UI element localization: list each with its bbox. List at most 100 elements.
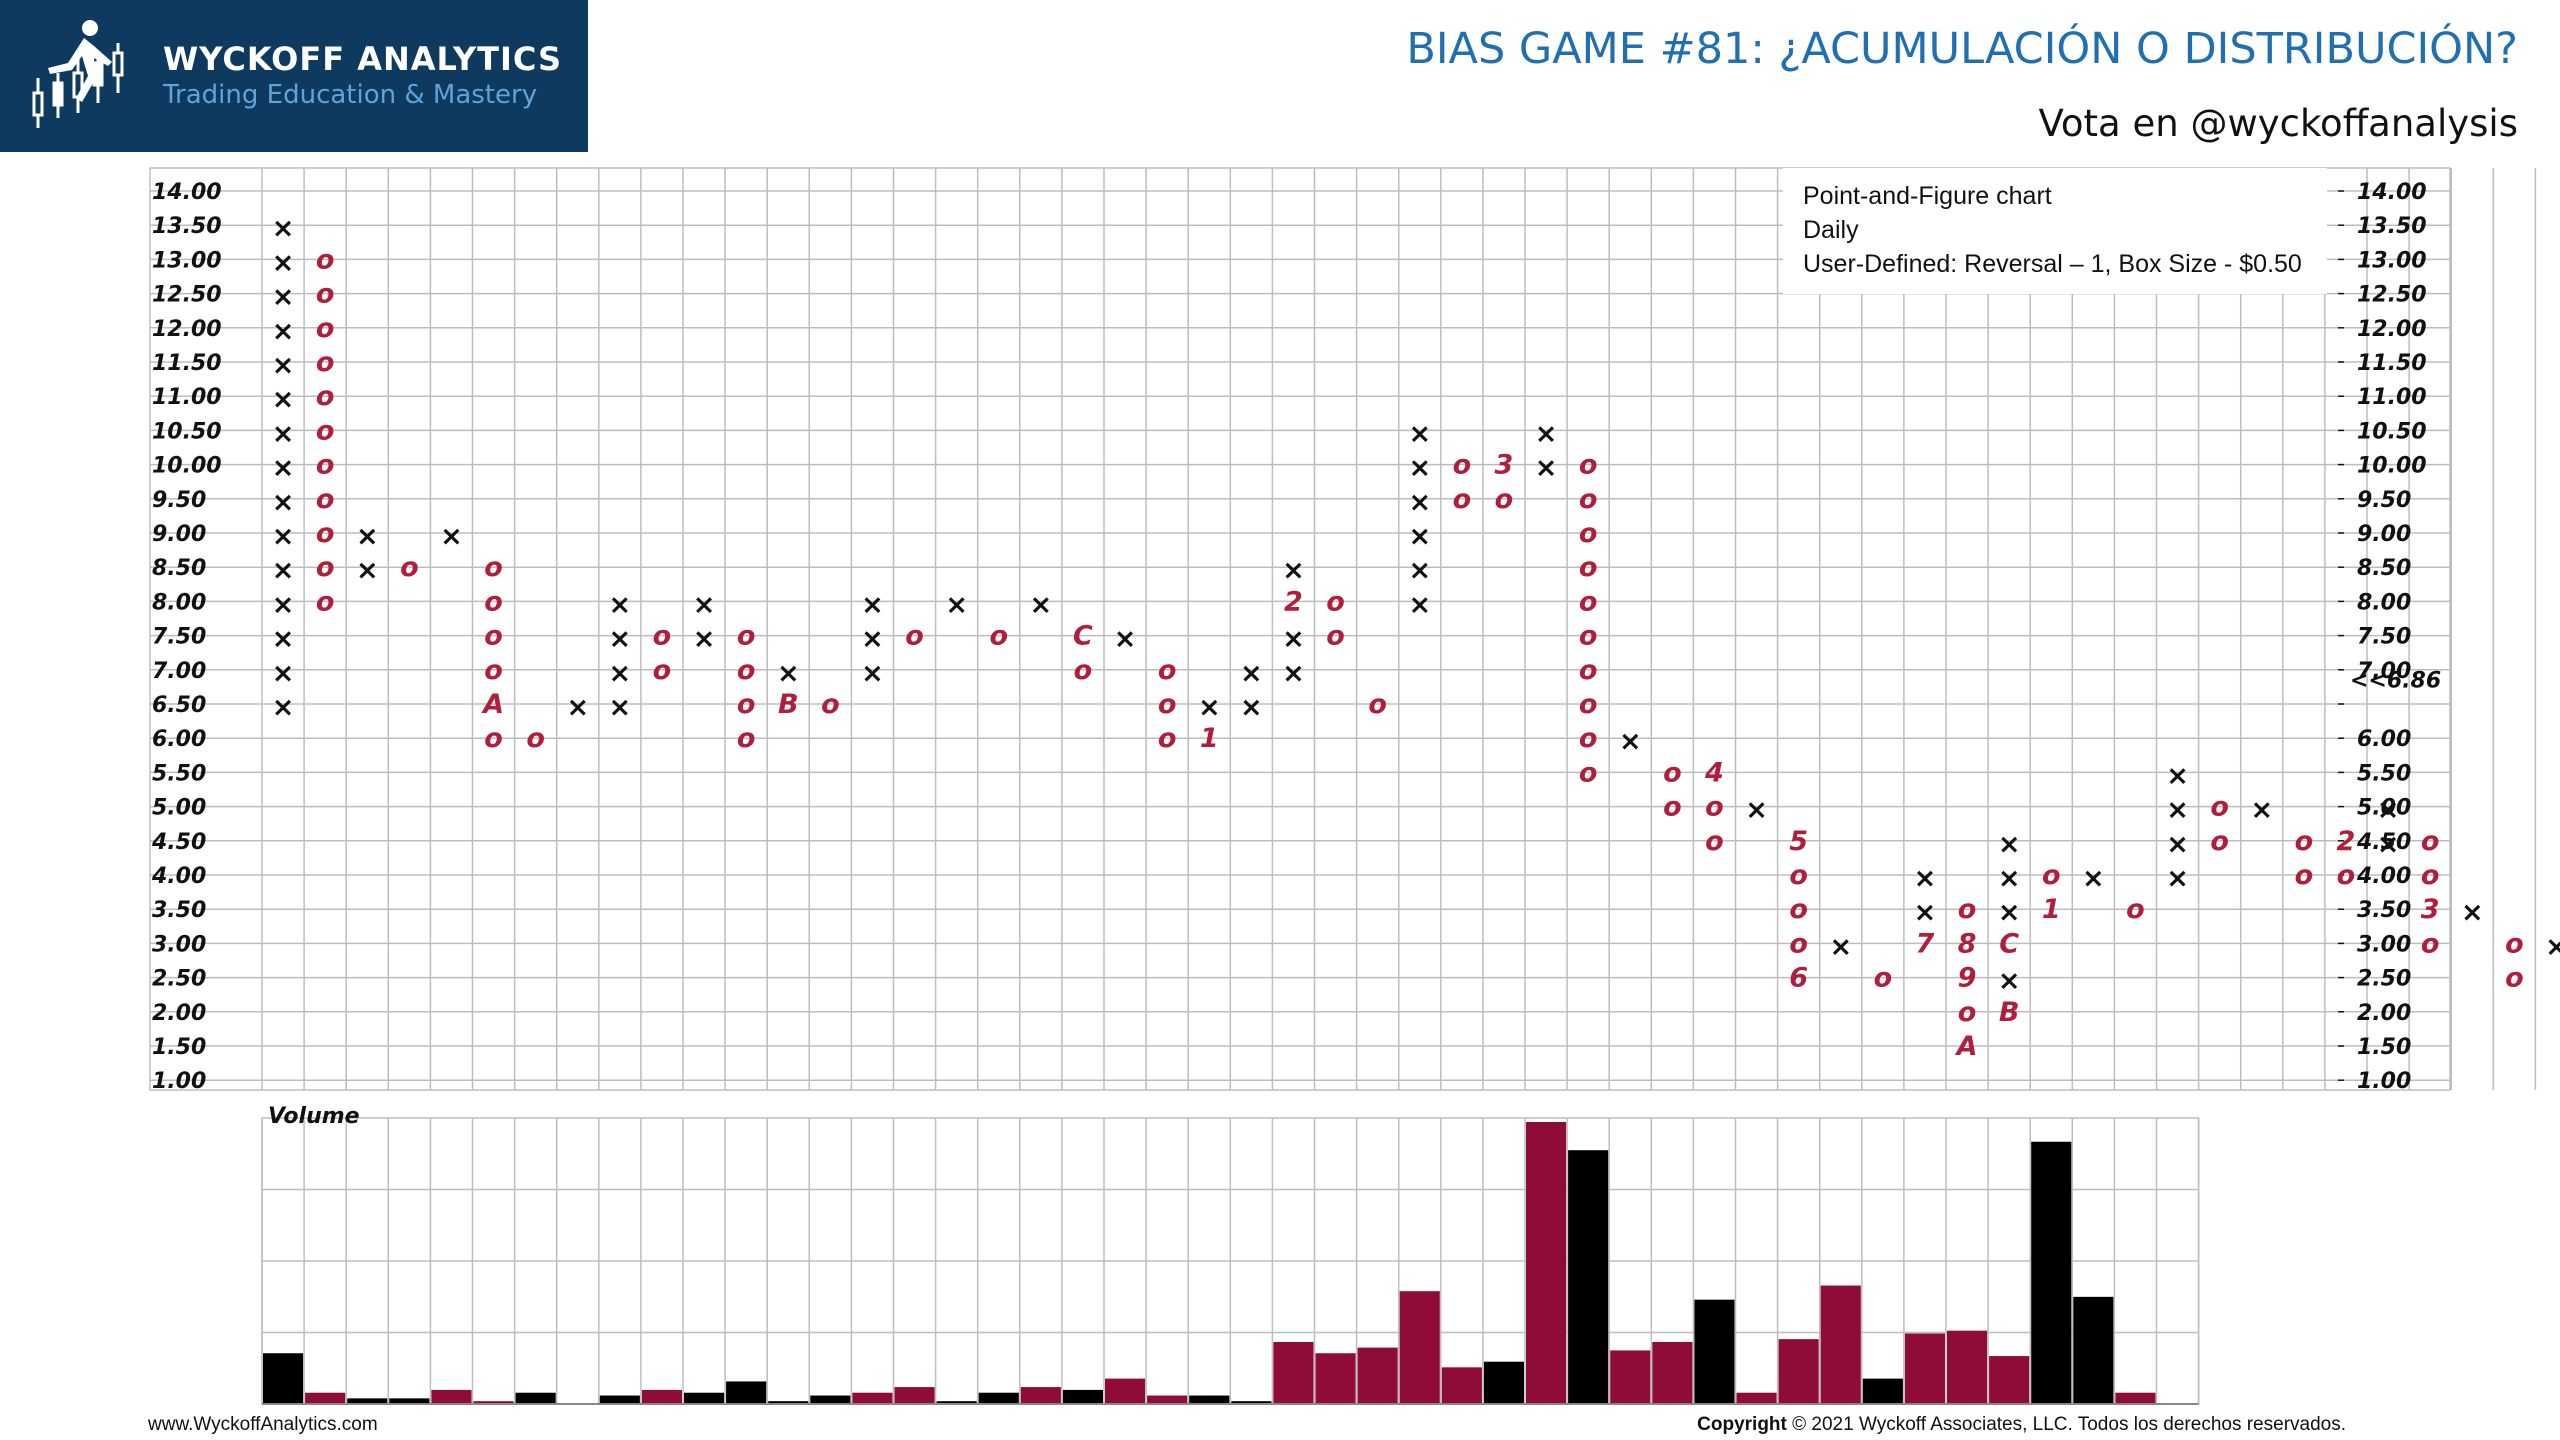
brand-logo: WYCKOFF ANALYTICS Trading Education & Ma… bbox=[0, 0, 588, 152]
y-tick-label: 1.00 bbox=[2357, 1069, 2411, 1094]
y-tick-label: 2.00 bbox=[2357, 1001, 2411, 1026]
y-tick-label: 5.50 bbox=[152, 761, 206, 786]
volume-bar bbox=[1062, 1389, 1103, 1404]
volume-bar bbox=[2073, 1296, 2114, 1404]
y-tick-label: 14.00 bbox=[2357, 180, 2427, 205]
y-tick-label: 2.50 bbox=[152, 967, 206, 992]
y-tick-label: 10.50 bbox=[152, 419, 222, 444]
x-mark: × bbox=[609, 692, 632, 723]
o-mark: o bbox=[1326, 621, 1345, 652]
x-mark: × bbox=[1914, 897, 1937, 928]
o-mark: o bbox=[316, 586, 335, 617]
o-mark: o bbox=[1579, 655, 1598, 686]
volume-bar bbox=[431, 1389, 472, 1404]
x-mark: × bbox=[1240, 658, 1263, 689]
o-mark: o bbox=[1663, 792, 1682, 823]
volume-bar bbox=[1483, 1361, 1524, 1404]
x-mark: × bbox=[777, 658, 800, 689]
x-mark: × bbox=[693, 624, 716, 655]
month-marker: 7 bbox=[1916, 928, 1935, 959]
x-mark: × bbox=[1282, 555, 1305, 586]
month-marker: 2 bbox=[1284, 586, 1303, 617]
price-panel-frame bbox=[149, 167, 2451, 1091]
o-mark: o bbox=[653, 621, 672, 652]
y-tick-label: 6.00 bbox=[152, 727, 206, 752]
website-link[interactable]: www.WyckoffAnalytics.com bbox=[148, 1414, 378, 1435]
o-mark: o bbox=[905, 621, 924, 652]
volume-bar bbox=[768, 1401, 809, 1404]
x-mark: × bbox=[693, 589, 716, 620]
month-marker: A bbox=[481, 689, 504, 720]
copyright-label: Copyright bbox=[1697, 1414, 1787, 1435]
o-mark: o bbox=[1326, 586, 1345, 617]
o-mark: o bbox=[484, 723, 503, 754]
o-mark: o bbox=[1579, 723, 1598, 754]
o-mark: o bbox=[316, 518, 335, 549]
o-mark: o bbox=[2210, 792, 2229, 823]
o-mark: o bbox=[1874, 963, 1893, 994]
o-mark: o bbox=[1705, 792, 1724, 823]
o-mark: o bbox=[1074, 655, 1093, 686]
x-mark: × bbox=[272, 316, 295, 347]
y-tick-label: 12.00 bbox=[2357, 317, 2427, 342]
y-tick-label: 9.00 bbox=[2357, 522, 2411, 547]
volume-bar bbox=[1441, 1367, 1482, 1404]
x-mark: × bbox=[2545, 931, 2560, 962]
x-mark: × bbox=[1914, 863, 1937, 894]
brand-tagline: Trading Education & Mastery bbox=[163, 80, 538, 110]
x-mark: × bbox=[2166, 829, 2189, 860]
x-mark: × bbox=[272, 453, 295, 484]
o-mark: o bbox=[2295, 826, 2314, 857]
o-mark: o bbox=[2042, 860, 2061, 891]
volume-bar bbox=[1947, 1330, 1988, 1404]
o-mark: o bbox=[2505, 928, 2524, 959]
y-tick-label: 3.00 bbox=[152, 932, 206, 957]
y-tick-label: 8.00 bbox=[152, 590, 206, 615]
o-mark: o bbox=[1789, 860, 1808, 891]
volume-bar bbox=[1778, 1339, 1819, 1404]
o-mark: o bbox=[316, 381, 335, 412]
y-tick-label: 3.50 bbox=[152, 898, 206, 923]
o-mark: o bbox=[1453, 484, 1472, 515]
o-mark: o bbox=[1789, 928, 1808, 959]
y-tick-label: 9.00 bbox=[152, 522, 206, 547]
o-mark: o bbox=[1453, 450, 1472, 481]
x-mark: × bbox=[2166, 795, 2189, 826]
o-mark: o bbox=[1495, 484, 1514, 515]
o-mark: o bbox=[316, 347, 335, 378]
y-tick-label: 8.50 bbox=[152, 556, 206, 581]
x-mark: × bbox=[1829, 931, 1852, 962]
x-mark: × bbox=[1198, 692, 1221, 723]
volume-bar bbox=[1568, 1150, 1609, 1404]
y-tick-label: 2.00 bbox=[152, 1001, 206, 1026]
o-mark: o bbox=[484, 621, 503, 652]
o-mark: o bbox=[316, 244, 335, 275]
x-mark: × bbox=[356, 555, 379, 586]
y-tick-label: 5.00 bbox=[2357, 796, 2411, 821]
o-mark: o bbox=[1579, 689, 1598, 720]
month-marker: B bbox=[1999, 997, 2020, 1028]
o-mark: o bbox=[316, 450, 335, 481]
volume-label: Volume bbox=[268, 1104, 360, 1129]
o-mark: o bbox=[2421, 928, 2440, 959]
y-tick-label: 5.50 bbox=[2357, 761, 2411, 786]
o-mark: o bbox=[1579, 586, 1598, 617]
x-mark: × bbox=[861, 658, 884, 689]
y-tick-label: 13.00 bbox=[2357, 248, 2427, 273]
last-price-label: <<6.86 bbox=[2350, 668, 2441, 693]
volume-bar bbox=[599, 1395, 640, 1404]
volume-bar bbox=[263, 1353, 304, 1404]
y-tick-label: 4.00 bbox=[2356, 864, 2411, 889]
volume-bar bbox=[1399, 1291, 1440, 1404]
o-mark: o bbox=[2421, 860, 2440, 891]
info-line: Daily bbox=[1803, 216, 1859, 244]
volume-bar bbox=[1020, 1387, 1061, 1404]
volume-bar bbox=[1273, 1341, 1314, 1404]
y-tick-label: 3.00 bbox=[2357, 932, 2411, 957]
volume-bar bbox=[2031, 1141, 2072, 1404]
o-mark: o bbox=[653, 655, 672, 686]
x-mark: × bbox=[861, 624, 884, 655]
y-tick-label: 2.50 bbox=[2357, 967, 2411, 992]
o-mark: o bbox=[821, 689, 840, 720]
x-mark: × bbox=[1408, 487, 1431, 518]
